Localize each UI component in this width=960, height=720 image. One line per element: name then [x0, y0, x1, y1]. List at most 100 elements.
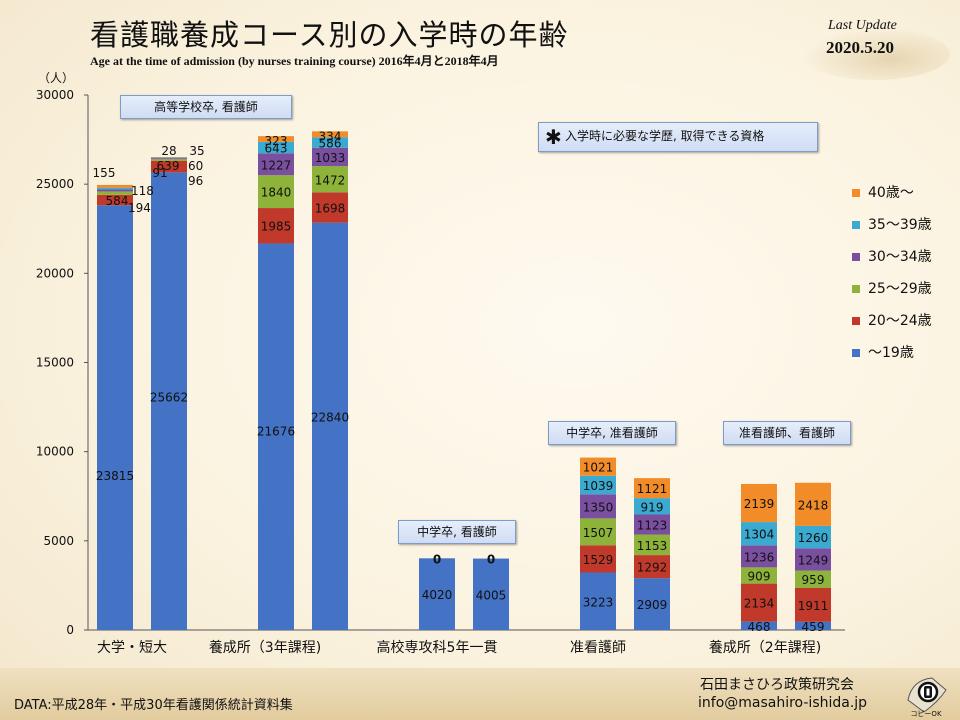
data-label: 1840: [261, 186, 292, 200]
data-label: 0: [487, 553, 495, 567]
data-label: 1039: [583, 479, 614, 493]
data-label: 22840: [311, 410, 349, 424]
data-label: 1121: [637, 482, 668, 496]
chart-title: 看護職養成コース別の入学時の年齢: [90, 18, 569, 52]
data-label: 1350: [583, 500, 614, 514]
copy-ok-logo: コピーOK: [907, 677, 947, 718]
legend-item: 35〜39歳: [848, 214, 958, 246]
y-tick-label: 5000: [43, 534, 74, 548]
data-label: 323: [265, 134, 288, 148]
data-label: 1227: [261, 158, 292, 172]
data-label: 0: [433, 552, 441, 566]
x-group-label: 准看護師: [570, 640, 626, 656]
bar-segment: [258, 208, 294, 244]
y-tick-label: 10000: [36, 445, 74, 459]
bar-segment: [634, 498, 670, 515]
data-label: 2909: [637, 598, 668, 612]
y-tick-label: 20000: [36, 266, 74, 280]
bar-segment: [580, 494, 616, 519]
data-label: 1985: [261, 220, 292, 234]
legend-label: 40歳〜: [868, 185, 914, 201]
bar-segment: [419, 558, 455, 630]
data-label: 1153: [637, 539, 668, 553]
note-box: ✱ 入学時に必要な学歴, 取得できる資格: [538, 122, 818, 152]
asterisk-icon: ✱: [545, 125, 562, 149]
data-label: 584: [106, 194, 129, 208]
bar-segment: [151, 159, 187, 161]
data-label: 1911: [798, 599, 829, 613]
data-label: 1249: [798, 553, 829, 567]
bar-segment: [258, 243, 294, 630]
data-label: 1698: [315, 202, 346, 216]
bar-segment: [741, 621, 777, 630]
bar-segment: [795, 548, 831, 571]
y-axis-label: （人）: [38, 71, 74, 85]
last-update-label: Last Update: [828, 18, 897, 33]
y-tick-label: 15000: [36, 356, 74, 370]
legend-swatch: [852, 349, 860, 357]
legend-swatch: [852, 189, 860, 197]
x-group-label: 養成所（3年課程): [209, 639, 321, 656]
callout-five-year: 中学卒, 看護師: [398, 520, 516, 544]
data-label: 2139: [744, 497, 775, 511]
data-label: 60: [188, 159, 203, 173]
legend-label: 35〜39歳: [868, 217, 932, 233]
legend-label: 30〜34歳: [868, 249, 932, 265]
data-label: 909: [748, 569, 771, 583]
bar-segment: [312, 166, 348, 193]
bar-segment: [258, 136, 294, 142]
legend: 40歳〜 35〜39歳 30〜34歳 25〜29歳 20〜24歳〜19歳: [848, 182, 958, 374]
bar-segment: [634, 478, 670, 499]
data-label: 586: [319, 137, 342, 151]
bar-segment: [258, 175, 294, 209]
legend-swatch: [852, 221, 860, 229]
data-source: DATA:平成28年・平成30年看護関係統計資料集: [14, 698, 293, 713]
data-label: 639: [157, 159, 180, 173]
bar-segment: [258, 141, 294, 154]
contact-email: info@masahiro-ishida.jp: [698, 695, 868, 711]
bar-segment: [258, 153, 294, 176]
y-tick-label: 0: [66, 623, 74, 637]
bar-segment: [312, 192, 348, 223]
bar-segment: [312, 137, 348, 148]
bar-segment: [795, 570, 831, 588]
bar-segment: [634, 578, 670, 630]
bar-segment: [580, 572, 616, 630]
data-label: 919: [641, 500, 664, 514]
bar-segment: [580, 518, 616, 546]
chart-subtitle: Age at the time of admission (by nurses …: [90, 54, 499, 68]
data-label: 1472: [315, 173, 346, 187]
data-label: 1507: [583, 526, 614, 540]
bar-segment: [741, 545, 777, 568]
data-label: 1304: [744, 528, 775, 542]
legend-label: 〜19歳: [868, 345, 914, 361]
bar-segment: [151, 157, 187, 159]
data-label: 4005: [476, 588, 507, 602]
bar-segment: [151, 158, 187, 160]
legend-item: 20〜24歳: [848, 310, 958, 342]
organization-name: 石田まさひろ政策研究会: [700, 677, 854, 693]
legend-swatch: [852, 317, 860, 325]
data-label: 96: [188, 174, 203, 188]
data-label: 194: [128, 201, 151, 215]
bar-segment: [97, 187, 133, 190]
bar-segment: [151, 160, 187, 173]
callout-university: 高等学校卒, 看護師: [120, 95, 292, 119]
data-label: 334: [319, 129, 342, 143]
data-label: 28: [161, 144, 176, 158]
legend-item: 25〜29歳: [848, 278, 958, 310]
bar-segment: [312, 147, 348, 167]
bar-segment: [741, 522, 777, 546]
bar-segment: [580, 545, 616, 573]
bar-segment: [795, 587, 831, 622]
footer-band: [0, 668, 960, 720]
bar-segment: [795, 621, 831, 630]
bar-segment: [580, 457, 616, 476]
data-label: 1236: [744, 550, 775, 564]
data-label: 459: [802, 620, 825, 634]
bar-segment: [97, 191, 133, 195]
bar-segment: [741, 567, 777, 584]
x-group-label: 高校専攻科5年一貫: [377, 639, 498, 656]
data-label: 1033: [315, 151, 346, 165]
bar-segment: [580, 475, 616, 495]
